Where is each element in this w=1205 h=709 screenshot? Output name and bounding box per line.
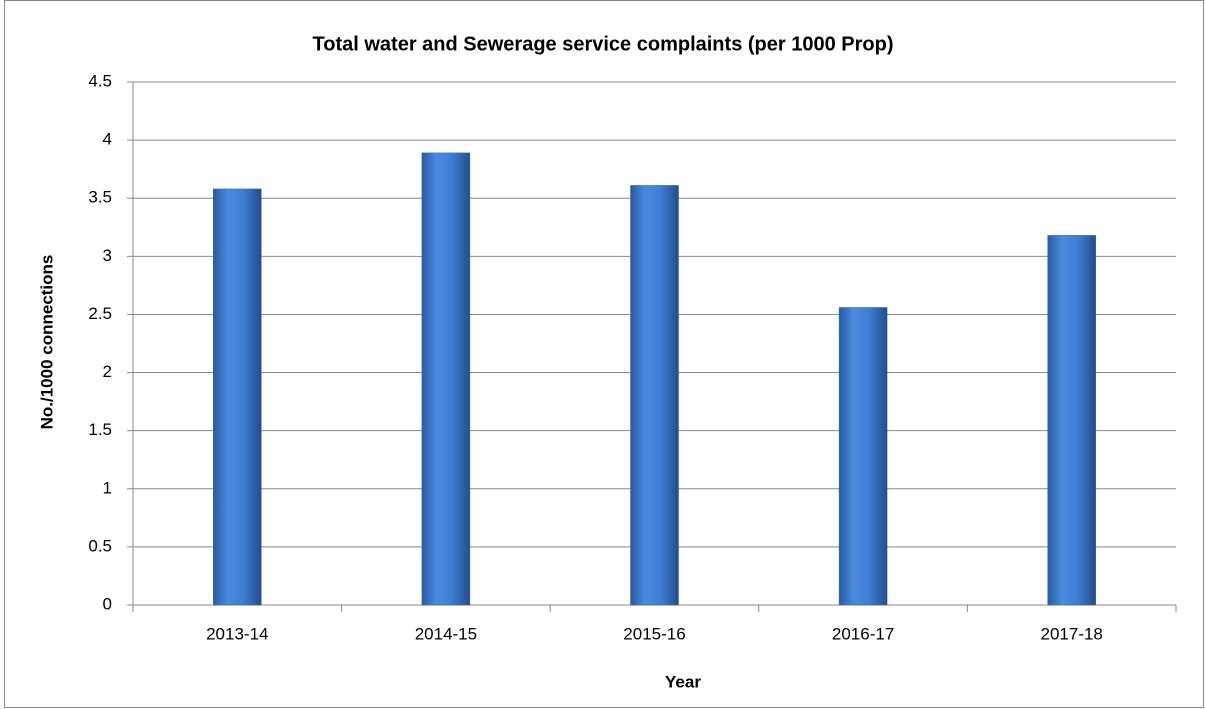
x-axis-label: Year <box>665 672 701 691</box>
y-axis-label: No./1000 connections <box>37 255 56 430</box>
y-tick-label: 1.5 <box>88 420 112 439</box>
x-tick-label: 2015-16 <box>623 624 685 643</box>
x-tick-label: 2014-15 <box>415 624 477 643</box>
y-tick-label: 1 <box>103 478 112 497</box>
y-tick-label: 4 <box>103 130 112 149</box>
bar <box>421 152 471 606</box>
bar <box>1047 235 1096 606</box>
bar <box>838 307 888 606</box>
y-tick-label: 4.5 <box>88 71 112 90</box>
bar <box>630 185 679 606</box>
chart-border <box>4 0 1204 708</box>
y-tick-label: 3 <box>103 246 112 265</box>
y-tick-label: 0 <box>103 594 112 613</box>
y-tick-label: 2.5 <box>88 304 112 323</box>
x-tick-label: 2016-17 <box>832 624 894 643</box>
chart-title: Total water and Sewerage service complai… <box>313 33 894 55</box>
y-tick-label: 0.5 <box>88 536 112 555</box>
bar <box>213 188 262 606</box>
y-tick-label: 2 <box>103 362 112 381</box>
x-tick-label: 2013-14 <box>206 624 268 643</box>
x-tick-label: 2017-18 <box>1041 624 1103 643</box>
y-tick-label: 3.5 <box>88 188 112 207</box>
